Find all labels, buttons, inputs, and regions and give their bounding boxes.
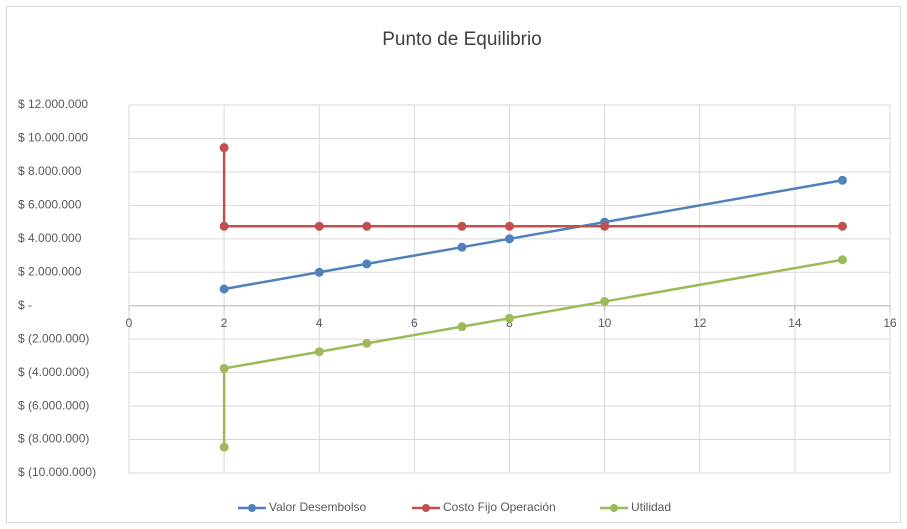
y-tick-label: $ 2.000.000 [18,264,82,278]
data-point [505,234,514,244]
data-point [837,221,847,231]
y-tick-label: $ (8.000.000) [18,432,89,446]
legend-marker [422,504,430,512]
series-line [222,258,843,448]
data-point [837,255,847,265]
y-tick-label: $ 8.000.000 [18,164,82,178]
x-tick-label: 10 [598,316,612,330]
x-tick-label: 2 [221,316,228,330]
data-point [505,313,514,323]
data-point [314,347,324,357]
data-point [219,442,229,452]
data-point [219,363,229,373]
y-tick-label: $ 12.000.000 [18,97,88,111]
legend-marker [248,504,256,512]
data-point [362,259,372,269]
data-point [600,297,610,307]
chart-frame [6,6,901,523]
data-point [314,267,324,277]
x-tick-label: 6 [411,316,418,330]
data-point [505,221,514,231]
data-point [219,221,229,231]
y-tick-label: $ (4.000.000) [18,365,89,379]
x-tick-label: 8 [506,316,513,330]
x-tick-label: 4 [316,316,323,330]
legend-label: Costo Fijo Operación [443,500,556,514]
legend-marker [610,504,618,512]
series-line [222,147,843,228]
data-point [457,221,467,231]
data-point [457,322,467,332]
data-point [362,221,372,231]
data-point [314,221,324,231]
y-tick-label: $ (2.000.000) [18,331,89,345]
chart-title: Punto de Equilibrio [382,29,542,50]
data-point [219,284,229,294]
y-tick-label: $ - [18,298,32,312]
y-tick-label: $ (6.000.000) [18,398,89,412]
y-tick-label: $ 4.000.000 [18,231,82,245]
legend-label: Utilidad [631,500,671,514]
data-point [837,175,847,185]
x-tick-label: 14 [788,316,802,330]
data-point [457,242,467,252]
data-point [600,221,610,231]
y-tick-label: $ 6.000.000 [18,198,82,212]
y-tick-label: $ 10.000.000 [18,131,88,145]
data-point [219,143,229,153]
data-point [362,338,372,348]
x-tick-label: 0 [126,316,133,330]
y-tick-label: $ (10.000.000) [18,465,96,479]
legend-label: Valor Desembolso [269,500,366,514]
x-tick-label: 16 [883,316,897,330]
x-tick-label: 12 [693,316,707,330]
